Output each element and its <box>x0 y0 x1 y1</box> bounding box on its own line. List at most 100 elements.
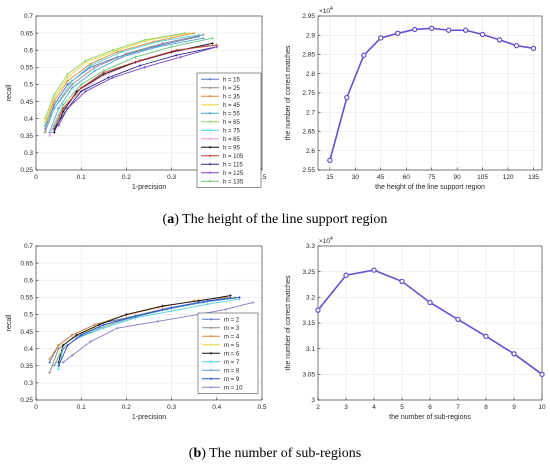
x-tick-label: 0.1 <box>77 174 86 181</box>
data-point-5-3 <box>102 326 106 330</box>
data-point-8-7 <box>251 301 255 304</box>
data-point-6-1 <box>57 100 60 103</box>
legend-marker-3 <box>208 103 212 107</box>
data-point-1-1 <box>57 347 60 351</box>
x-tick-label: 2 <box>316 404 320 411</box>
data-point-8-2 <box>88 340 92 344</box>
y-tick-label: 0.25 <box>20 167 33 174</box>
data-point-6-1 <box>61 347 65 351</box>
data-point-0-1 <box>343 272 349 278</box>
data-point-3-2 <box>66 76 70 79</box>
data-point-0-4 <box>395 30 401 37</box>
data-point-12-0 <box>52 124 56 127</box>
data-point-7-3 <box>102 323 106 327</box>
legend-marker-11 <box>208 171 212 175</box>
data-point-5-1 <box>52 93 56 97</box>
x-tick-label: 0.3 <box>167 174 176 181</box>
data-point-1-3 <box>93 65 97 69</box>
data-point-11-5 <box>179 55 183 59</box>
data-point-7-1 <box>66 343 70 347</box>
data-point-2-1 <box>57 343 60 347</box>
data-point-4-2 <box>75 333 79 337</box>
x-tick-label: 4 <box>372 404 376 411</box>
y-axis-label: the number of correct matches <box>285 45 292 140</box>
legend-label: h = 115 <box>223 162 243 168</box>
x-tick-label: 0.2 <box>122 404 131 411</box>
legend-marker-2 <box>208 94 212 98</box>
legend-label: m = 7 <box>224 360 240 366</box>
y-tick-label: 0.55 <box>20 65 33 72</box>
data-point-5-5 <box>170 309 173 313</box>
data-point-1-4 <box>125 52 128 56</box>
y-tick-label: 3.1 <box>306 346 315 353</box>
y-exponent-label: ×104 <box>319 236 333 245</box>
legend-marker-4 <box>208 111 212 115</box>
y-tick-label: 0.4 <box>24 346 33 353</box>
data-point-4-0 <box>57 360 60 364</box>
data-point-0-2 <box>66 83 70 86</box>
data-point-11-6 <box>215 45 219 49</box>
data-point-7-0 <box>57 364 60 368</box>
x-tick-label: 135 <box>528 174 539 181</box>
data-point-12-5 <box>170 45 173 49</box>
data-point-6-6 <box>197 33 201 37</box>
legend-label: h = 75 <box>223 128 241 134</box>
x-axis-label: 1-precision <box>132 184 166 191</box>
data-point-2-0 <box>48 357 51 361</box>
legend-label: h = 135 <box>223 179 244 185</box>
y-tick-label: 0.35 <box>20 363 33 370</box>
x-tick-label: 9 <box>512 404 516 411</box>
data-point-9-2 <box>79 86 83 90</box>
legend-marker-0 <box>208 77 212 81</box>
x-tick-label: 75 <box>428 174 436 181</box>
legend-label: m = 9 <box>224 377 240 383</box>
legend-label: m = 6 <box>224 351 240 357</box>
data-point-0-0 <box>327 157 333 164</box>
data-point-2-2 <box>66 79 70 83</box>
data-point-4-2 <box>70 86 74 90</box>
data-point-3-4 <box>115 48 119 52</box>
data-point-8-0 <box>61 360 65 364</box>
data-point-0-9 <box>479 31 486 38</box>
x-tick-label: 90 <box>454 174 462 181</box>
data-point-4-5 <box>161 304 164 308</box>
y-tick-label: 3.05 <box>302 372 315 379</box>
data-point-8-4 <box>156 319 160 323</box>
legend-marker-12 <box>208 179 212 183</box>
data-point-0-0 <box>315 307 321 313</box>
x-tick-label: 105 <box>477 174 488 181</box>
x-tick-label: 15 <box>326 174 334 181</box>
y-tick-label: 3 <box>311 397 315 404</box>
data-point-9-4 <box>138 59 142 62</box>
plot-frame <box>35 15 263 171</box>
data-point-1-5 <box>161 41 164 45</box>
data-point-11-4 <box>143 65 146 69</box>
legend-label: h = 25 <box>223 86 241 92</box>
y-tick-label: 0.6 <box>24 47 33 54</box>
data-point-5-6 <box>183 31 187 35</box>
data-point-7-7 <box>238 295 241 299</box>
legend-marker-3 <box>209 343 213 347</box>
legend-marker-8 <box>208 145 212 149</box>
data-point-0-3 <box>399 278 405 285</box>
x-tick-label: 5 <box>400 404 404 411</box>
data-point-5-2 <box>66 72 70 76</box>
legend-label: h = 95 <box>223 145 241 151</box>
data-point-6-5 <box>156 40 160 44</box>
plot-frame <box>35 245 263 401</box>
y-exponent-base: ×10 <box>319 238 330 245</box>
data-point-4-6 <box>201 36 205 40</box>
data-point-0-5 <box>412 26 418 33</box>
legend-label: h = 55 <box>223 111 241 117</box>
data-point-5-4 <box>111 48 115 52</box>
legend-label: h = 65 <box>223 120 241 126</box>
legend-label: m = 3 <box>224 326 240 332</box>
legend-marker-4 <box>209 351 213 355</box>
data-point-4-3 <box>93 69 97 73</box>
data-point-0-8 <box>539 371 545 378</box>
legend-marker-8 <box>209 385 213 389</box>
x-axis-label: the height of the line support region <box>375 184 485 191</box>
data-point-10-5 <box>174 53 178 57</box>
y-tick-label: 2.8 <box>306 71 315 78</box>
caption-b-text: The number of sub-regions <box>209 446 362 461</box>
